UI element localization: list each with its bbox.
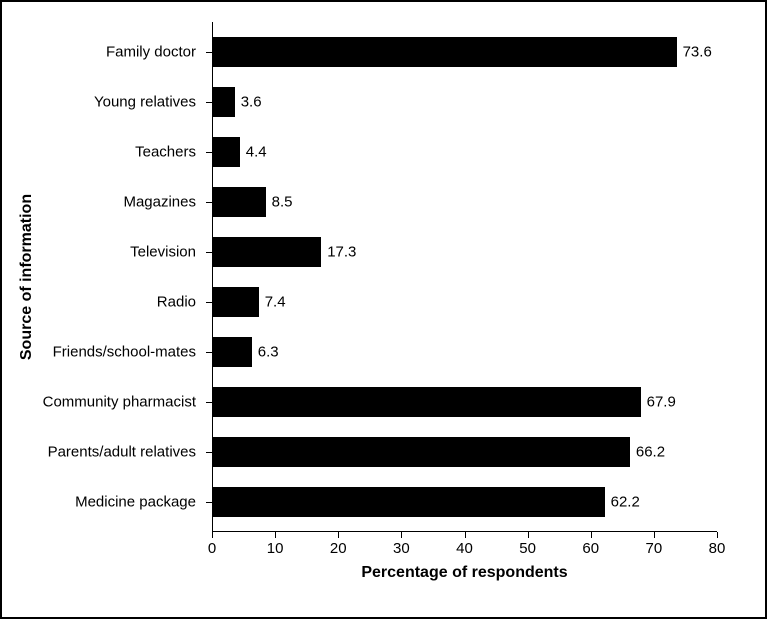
y-tick bbox=[206, 152, 212, 153]
y-tick bbox=[206, 302, 212, 303]
x-tick-label: 50 bbox=[519, 540, 536, 557]
bar bbox=[212, 337, 252, 367]
x-tick bbox=[401, 532, 402, 538]
category-label: Parents/adult relatives bbox=[48, 444, 196, 461]
x-tick bbox=[338, 532, 339, 538]
y-tick bbox=[206, 502, 212, 503]
y-tick bbox=[206, 202, 212, 203]
y-axis-title: Source of information bbox=[18, 194, 36, 360]
category-label: Young relatives bbox=[94, 94, 196, 111]
bar-value-label: 3.6 bbox=[241, 94, 262, 111]
x-tick bbox=[591, 532, 592, 538]
x-tick bbox=[465, 532, 466, 538]
y-tick bbox=[206, 52, 212, 53]
chart-frame: Source of information 73.63.64.48.517.37… bbox=[0, 0, 767, 619]
bar bbox=[212, 187, 266, 217]
category-label: Magazines bbox=[123, 194, 196, 211]
x-tick-label: 0 bbox=[208, 540, 216, 557]
x-tick-label: 10 bbox=[267, 540, 284, 557]
bar-value-label: 62.2 bbox=[611, 494, 640, 511]
bar bbox=[212, 87, 235, 117]
bar bbox=[212, 287, 259, 317]
y-tick bbox=[206, 102, 212, 103]
x-tick bbox=[717, 532, 718, 538]
bar-value-label: 73.6 bbox=[683, 44, 712, 61]
x-tick-label: 60 bbox=[582, 540, 599, 557]
x-tick bbox=[212, 532, 213, 538]
bar bbox=[212, 137, 240, 167]
category-label: Community pharmacist bbox=[43, 394, 196, 411]
y-tick bbox=[206, 252, 212, 253]
bar-value-label: 67.9 bbox=[647, 394, 676, 411]
category-label: Friends/school-mates bbox=[53, 344, 196, 361]
bar-value-label: 7.4 bbox=[265, 294, 286, 311]
category-label: Teachers bbox=[135, 144, 196, 161]
bar-value-label: 6.3 bbox=[258, 344, 279, 361]
x-tick bbox=[275, 532, 276, 538]
bar bbox=[212, 387, 641, 417]
bar-value-label: 66.2 bbox=[636, 444, 665, 461]
bar-value-label: 8.5 bbox=[272, 194, 293, 211]
y-tick bbox=[206, 352, 212, 353]
bar bbox=[212, 437, 630, 467]
x-tick-label: 30 bbox=[393, 540, 410, 557]
category-label: Medicine package bbox=[75, 494, 196, 511]
category-label: Family doctor bbox=[106, 44, 196, 61]
category-label: Television bbox=[130, 244, 196, 261]
bar bbox=[212, 237, 321, 267]
x-tick-label: 20 bbox=[330, 540, 347, 557]
x-tick-label: 40 bbox=[456, 540, 473, 557]
x-tick-label: 80 bbox=[709, 540, 726, 557]
x-tick-label: 70 bbox=[646, 540, 663, 557]
bar-value-label: 4.4 bbox=[246, 144, 267, 161]
y-tick bbox=[206, 402, 212, 403]
plot-area: 73.6 3.6 4.4 8.5 17.3 7.4 6.3 67.9 66.2 62.2 bbox=[212, 22, 717, 532]
x-tick bbox=[654, 532, 655, 538]
bar bbox=[212, 37, 677, 67]
bar bbox=[212, 487, 605, 517]
category-label: Radio bbox=[157, 294, 196, 311]
bar-value-label: 17.3 bbox=[327, 244, 356, 261]
x-tick bbox=[528, 532, 529, 538]
x-axis-title: Percentage of respondents bbox=[361, 564, 567, 582]
y-tick bbox=[206, 452, 212, 453]
